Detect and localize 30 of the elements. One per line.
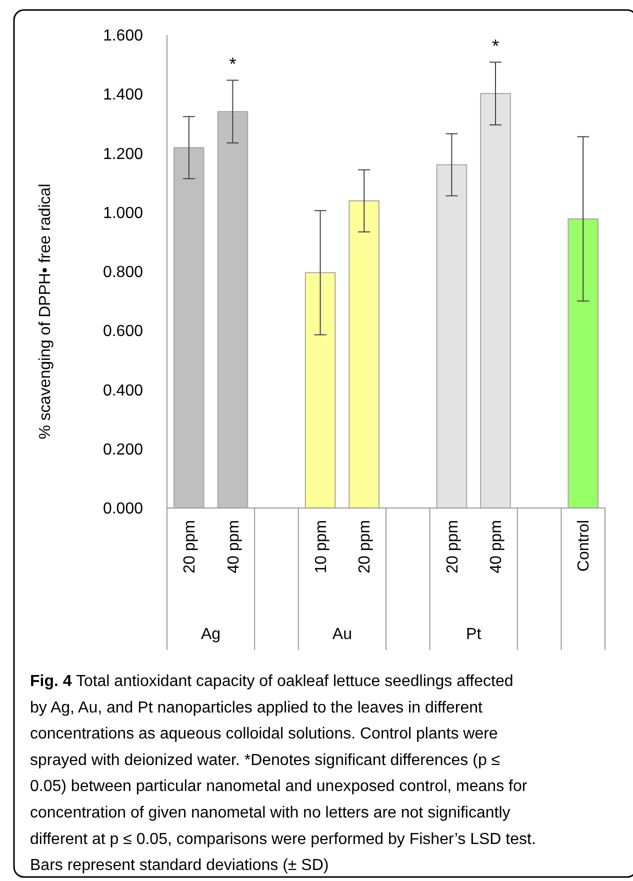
- y-axis-title: % scavenging of DPPH• free radical: [37, 184, 54, 440]
- text: Ag: [201, 626, 221, 643]
- y-tick-label: 0.400: [102, 382, 144, 400]
- y-tick-label: 0.000: [102, 500, 144, 518]
- bar: [217, 111, 248, 508]
- x-tick-label: 40 ppm: [225, 520, 242, 574]
- bar: [348, 200, 380, 508]
- bar: [480, 93, 511, 508]
- x-tick-label: 10 ppm: [312, 520, 330, 574]
- y-tick-label: 1.200: [102, 146, 144, 163]
- bar: [436, 164, 468, 508]
- y-tick-label: 1.400: [102, 86, 144, 104]
- y-tick-label: 1.000: [102, 204, 144, 222]
- y-tick-label: 0.200: [102, 441, 144, 458]
- bar: [568, 218, 598, 508]
- x-tick-label: Control: [576, 520, 593, 572]
- bar: [304, 272, 336, 508]
- data-label: *: [229, 54, 236, 74]
- y-tick-label: 0.800: [102, 264, 144, 282]
- y-tick-label: 1.600: [102, 28, 144, 45]
- data-label: *: [492, 36, 500, 56]
- text: Fig. 4 Total antioxidant capacity of oakleaf lettuce seedlings affected by Ag, Au, and Pt nanoparticles applied to the leaves in different concentrations as aqueous colloidal solutions. Control plants were sprayed with deionized water. *Denotes significant differences (p ≤ 0.05) between particular nanometal and unexposed control, means for concentration of given nanometal with no letters are not significantly different at p ≤ 0.05, comparisons were performed by Fisher’s LSD test. Bars represent standard deviations (± SD): [30, 673, 536, 874]
- x-tick-label: 20 ppm: [356, 520, 374, 574]
- y-tick-label: 0.600: [102, 323, 144, 340]
- x-tick-label: 40 ppm: [488, 520, 506, 574]
- x-tick-label: 20 ppm: [182, 520, 198, 574]
- bar: [174, 147, 204, 508]
- text: Pt: [466, 626, 482, 643]
- text: Au: [332, 626, 352, 643]
- x-tick-label: 20 ppm: [444, 520, 462, 574]
